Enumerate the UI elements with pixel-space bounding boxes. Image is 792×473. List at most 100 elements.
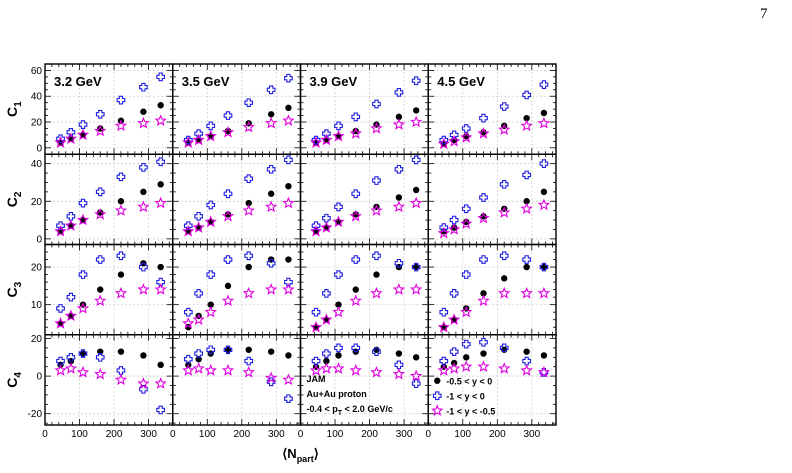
series-magenta xyxy=(182,114,295,148)
data-point xyxy=(264,200,278,213)
data-point xyxy=(351,343,361,353)
data-point xyxy=(447,362,461,374)
data-point xyxy=(242,286,255,299)
data-point xyxy=(499,343,509,353)
data-point xyxy=(439,135,449,145)
data-point xyxy=(410,283,423,295)
data-point xyxy=(540,263,548,271)
data-point xyxy=(137,377,150,389)
data-point xyxy=(479,255,488,264)
data-point xyxy=(322,289,331,298)
data-point xyxy=(520,202,533,215)
data-point xyxy=(242,120,255,133)
y-tick-label: 40 xyxy=(31,92,43,103)
data-point xyxy=(66,211,76,221)
x-axis-label: ⟨Npart⟩ xyxy=(282,446,319,464)
data-point xyxy=(140,108,147,115)
data-point xyxy=(498,286,511,299)
legend-marker xyxy=(432,391,442,401)
data-point xyxy=(116,172,126,182)
data-point xyxy=(139,82,148,92)
data-point xyxy=(56,356,65,366)
data-point xyxy=(395,113,403,121)
legend-info: JAM Au+Au proton -0.4 < pT < 2.0 GeV/c xyxy=(307,374,393,417)
data-point xyxy=(154,196,167,209)
energy-label: 3.5 GeV xyxy=(182,74,230,89)
data-point xyxy=(349,127,362,139)
data-point xyxy=(395,194,403,201)
data-point xyxy=(498,206,511,218)
data-point xyxy=(499,251,509,261)
data-point xyxy=(285,352,292,359)
y-axis-label-text: C2 xyxy=(4,191,24,207)
data-point xyxy=(264,371,278,384)
legend: -0.5 < y < 0 -1 < y < 0 -1 < y < -0.5 xyxy=(431,376,495,416)
data-point xyxy=(154,377,167,389)
data-point xyxy=(156,405,166,415)
panel-c1-1 xyxy=(54,72,167,148)
data-point xyxy=(64,309,78,322)
data-point xyxy=(447,134,461,147)
panel-c1-3 xyxy=(309,76,423,148)
data-point xyxy=(282,373,295,386)
data-point xyxy=(157,102,164,109)
data-point xyxy=(370,365,383,378)
data-point xyxy=(182,316,195,329)
panel-c2-3 xyxy=(309,155,423,237)
panel-c4-3 xyxy=(309,343,423,388)
data-point xyxy=(183,307,193,317)
data-point xyxy=(97,125,104,132)
data-point xyxy=(95,187,105,197)
data-point xyxy=(335,301,342,308)
data-point xyxy=(267,190,275,197)
legend-entry-label: -0.5 < y < 0 xyxy=(446,376,492,386)
data-point xyxy=(221,125,235,138)
data-point xyxy=(450,224,458,231)
y-axis-label-text: C4 xyxy=(4,372,24,388)
series-magenta xyxy=(309,362,423,382)
series-magenta xyxy=(437,286,551,333)
data-point xyxy=(523,348,530,355)
data-point xyxy=(540,352,548,359)
data-point xyxy=(137,116,150,129)
series-black xyxy=(185,346,292,369)
data-point xyxy=(439,356,449,366)
series-black xyxy=(57,348,164,369)
data-point xyxy=(539,159,549,169)
data-point xyxy=(285,256,292,263)
data-point xyxy=(194,129,203,138)
data-point xyxy=(322,129,331,138)
data-point xyxy=(117,198,125,205)
panel-c2-1 xyxy=(54,157,167,237)
data-point xyxy=(460,131,473,143)
data-point xyxy=(332,362,345,374)
data-point xyxy=(139,163,148,172)
data-point xyxy=(140,352,147,359)
data-point xyxy=(411,76,421,86)
x-tick-label: 100 xyxy=(327,429,344,440)
data-point xyxy=(311,135,321,145)
data-point xyxy=(66,127,76,137)
data-point xyxy=(480,129,487,136)
series-magenta xyxy=(437,198,551,239)
data-point xyxy=(480,213,487,220)
data-point xyxy=(461,339,471,349)
data-point xyxy=(372,176,381,185)
data-point xyxy=(537,365,551,378)
data-point xyxy=(117,271,125,278)
y-axis-label-text: C1 xyxy=(4,101,24,117)
grid-lines xyxy=(45,64,556,425)
data-point xyxy=(116,95,126,105)
data-point xyxy=(266,164,276,174)
data-point xyxy=(245,199,252,207)
data-point xyxy=(539,262,549,272)
data-point xyxy=(498,362,511,374)
panel-c3-2 xyxy=(182,251,295,331)
data-point xyxy=(194,349,203,358)
series-blue xyxy=(56,251,166,313)
data-point xyxy=(370,286,383,299)
data-point xyxy=(351,189,361,199)
data-point xyxy=(332,215,345,228)
data-point xyxy=(192,362,205,374)
data-point xyxy=(334,270,343,279)
